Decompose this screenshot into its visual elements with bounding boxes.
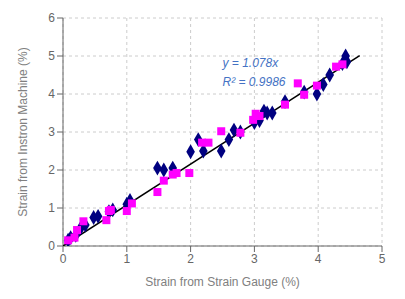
svg-text:3: 3: [48, 125, 55, 139]
svg-text:5: 5: [379, 252, 386, 266]
svg-text:2: 2: [187, 252, 194, 266]
svg-text:0: 0: [60, 252, 67, 266]
svg-text:0: 0: [48, 239, 55, 253]
svg-text:5: 5: [48, 49, 55, 63]
svg-text:2: 2: [48, 163, 55, 177]
svg-text:y = 1.078x: y = 1.078x: [222, 56, 280, 70]
svg-text:4: 4: [48, 87, 55, 101]
svg-text:3: 3: [251, 252, 258, 266]
svg-text:1: 1: [123, 252, 130, 266]
svg-text:Strain from Strain Gauge (%): Strain from Strain Gauge (%): [145, 275, 300, 289]
svg-text:Strain from Instron Machine (%: Strain from Instron Machine (%): [16, 47, 30, 216]
svg-text:6: 6: [48, 11, 55, 25]
svg-text:4: 4: [315, 252, 322, 266]
svg-text:R² = 0.9986: R² = 0.9986: [223, 75, 286, 89]
svg-text:1: 1: [48, 201, 55, 215]
